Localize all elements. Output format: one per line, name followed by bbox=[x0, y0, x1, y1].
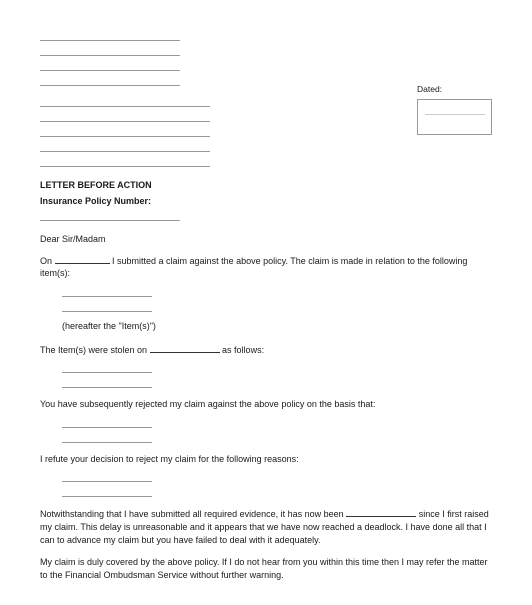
insurance-policy-title: Insurance Policy Number: bbox=[40, 195, 492, 208]
reason-line bbox=[62, 432, 152, 443]
date-label: Dated: bbox=[417, 84, 492, 96]
stolen-detail-lines bbox=[40, 362, 492, 388]
detail-line bbox=[62, 362, 152, 373]
recipient-line bbox=[40, 126, 210, 137]
recipient-line bbox=[40, 96, 210, 107]
refute-line bbox=[62, 486, 152, 497]
salutation: Dear Sir/Madam bbox=[40, 233, 492, 246]
date-area: Dated: bbox=[417, 84, 492, 135]
hereafter-text: (hereafter the "Item(s)") bbox=[62, 320, 492, 333]
stolen-part1: The Item(s) were stolen on bbox=[40, 345, 150, 355]
stolen-paragraph: The Item(s) were stolen on as follows: bbox=[40, 343, 492, 357]
refute-paragraph: I refute your decision to reject my clai… bbox=[40, 453, 492, 466]
blank-date bbox=[55, 254, 110, 264]
rejected-paragraph: You have subsequently rejected my claim … bbox=[40, 398, 492, 411]
ombudsman-paragraph: My claim is duly covered by the above po… bbox=[40, 556, 492, 581]
stolen-part2: as follows: bbox=[220, 345, 265, 355]
refute-reason-lines bbox=[40, 471, 492, 497]
sender-line bbox=[40, 75, 180, 86]
recipient-line bbox=[40, 141, 210, 152]
date-box bbox=[417, 99, 492, 135]
rejected-reason-lines bbox=[40, 417, 492, 443]
sender-address-block bbox=[40, 30, 492, 86]
intro-part1: On bbox=[40, 256, 55, 266]
refute-line bbox=[62, 471, 152, 482]
sender-line bbox=[40, 30, 180, 41]
blank-duration bbox=[346, 507, 416, 517]
notwithstanding-paragraph: Notwithstanding that I have submitted al… bbox=[40, 507, 492, 546]
blank-stolen-date bbox=[150, 343, 220, 353]
item-lines bbox=[40, 286, 492, 312]
letter-before-action-title: LETTER BEFORE ACTION bbox=[40, 179, 492, 192]
recipient-line bbox=[40, 156, 210, 167]
sender-line bbox=[40, 60, 180, 71]
detail-line bbox=[62, 377, 152, 388]
policy-number-line bbox=[40, 210, 180, 221]
intro-paragraph: On I submitted a claim against the above… bbox=[40, 254, 492, 280]
notwithstanding-part1: Notwithstanding that I have submitted al… bbox=[40, 509, 346, 519]
item-line bbox=[62, 286, 152, 297]
sender-line bbox=[40, 45, 180, 56]
recipient-line bbox=[40, 111, 210, 122]
item-line bbox=[62, 301, 152, 312]
reason-line bbox=[62, 417, 152, 428]
